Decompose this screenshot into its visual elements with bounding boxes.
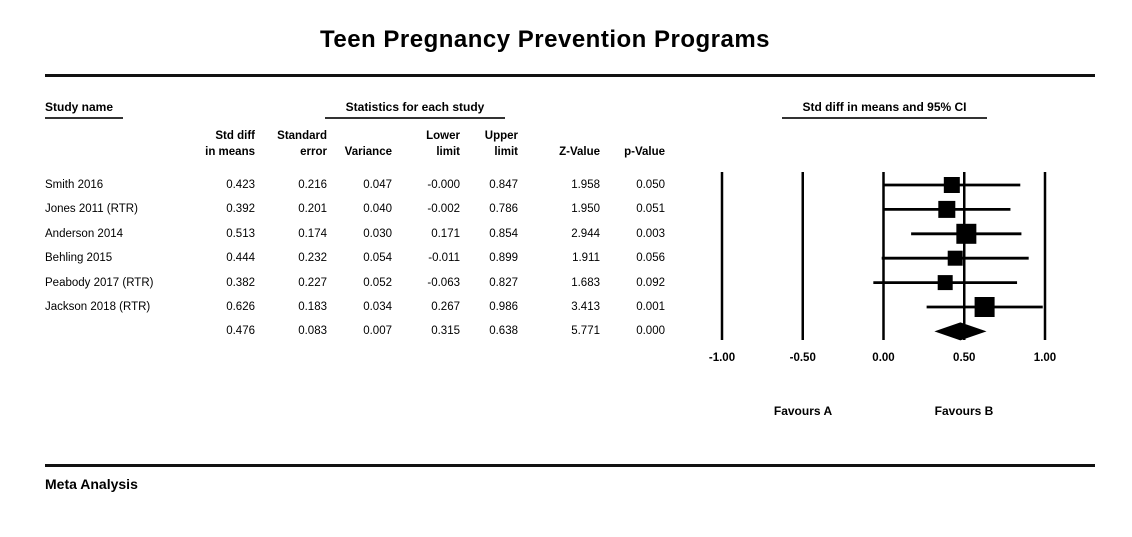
study-name: Jackson 2018 (RTR) (45, 301, 151, 313)
stat-value: 0.183 (298, 301, 327, 313)
stat-value: 0.986 (489, 301, 518, 313)
stat-value: 0.056 (636, 252, 665, 265)
stat-value: -0.000 (427, 179, 460, 191)
stat-value: 0.854 (489, 227, 518, 240)
stat-value: 0.786 (489, 203, 518, 216)
stat-value: 0.476 (226, 325, 255, 338)
stat-value: -0.011 (428, 252, 460, 265)
stat-value: 0.201 (298, 203, 327, 216)
axis-tick-label: 0.00 (872, 352, 895, 364)
stat-value: 0.054 (363, 252, 392, 265)
stat-value: 1.911 (572, 252, 600, 265)
point-estimate-square (938, 200, 956, 218)
study-name: Behling 2015 (45, 252, 113, 265)
study-name: Jones 2011 (RTR) (45, 203, 138, 216)
column-header: Lower limit (426, 130, 460, 158)
page-title: Teen Pregnancy Prevention Programs (319, 26, 771, 53)
point-estimate-square (937, 275, 953, 291)
stat-value: 0.050 (636, 179, 665, 191)
column-header: Standard error (277, 130, 327, 158)
stat-value: 0.007 (363, 325, 392, 338)
stat-value: 0.638 (489, 325, 518, 338)
stat-value: 0.000 (636, 325, 665, 338)
stat-value: -0.063 (427, 276, 460, 289)
top-divider (45, 74, 1095, 77)
column-header: Z-Value (559, 146, 600, 158)
study-name: Anderson 2014 (45, 227, 124, 240)
stat-value: 0.899 (489, 252, 518, 265)
stat-value: 0.626 (226, 301, 255, 313)
point-estimate-square (974, 297, 995, 317)
bottom-divider (45, 464, 1095, 467)
stat-value: 0.444 (226, 252, 255, 265)
stat-value: 0.051 (636, 203, 665, 216)
column-header: p-Value (624, 146, 665, 158)
stat-value: 0.040 (363, 203, 392, 216)
stat-value: 3.413 (571, 301, 600, 313)
stat-value: 5.771 (571, 325, 600, 338)
stat-value: 0.513 (226, 227, 255, 240)
study-name-section-header: Study name (45, 101, 123, 119)
stat-value: 0.174 (298, 227, 327, 240)
stat-value: 0.382 (226, 276, 255, 289)
stat-value: 0.047 (363, 179, 392, 191)
favours-a-label: Favours A (773, 404, 833, 418)
stat-value: 0.034 (363, 301, 392, 313)
stat-value: 0.030 (363, 227, 392, 240)
point-estimate-square (956, 223, 977, 244)
study-name: Peabody 2017 (RTR) (45, 276, 154, 289)
meta-analysis-label: Meta Analysis (45, 476, 138, 492)
stat-value: 0.392 (226, 203, 255, 216)
stat-value: 0.847 (489, 179, 518, 191)
stat-value: 0.092 (636, 276, 665, 289)
statistics-section-header: Statistics for each study (325, 101, 505, 119)
stat-value: -0.002 (427, 203, 460, 216)
stat-value: 0.267 (431, 301, 460, 313)
stat-value: 1.950 (571, 203, 600, 216)
stat-value: 0.227 (298, 276, 327, 289)
study-name: Smith 2016 (45, 179, 104, 191)
axis-tick-label: -0.50 (789, 352, 816, 364)
column-header: Variance (344, 146, 392, 158)
stat-value: 0.001 (636, 301, 665, 313)
stat-value: 0.315 (431, 325, 460, 338)
axis-tick-label: 1.00 (1033, 352, 1057, 364)
stat-value: 0.232 (298, 252, 327, 265)
favours-b-label: Favours B (934, 404, 994, 418)
axis-tick-label: 0.50 (953, 352, 976, 364)
stat-value: 1.683 (571, 276, 600, 289)
stat-value: 0.052 (363, 276, 392, 289)
summary-diamond (934, 322, 987, 341)
column-header: Std diff in means (205, 130, 255, 158)
stat-value: 0.827 (489, 276, 518, 289)
axis-tick-label: -1.00 (708, 352, 736, 364)
forest-plot (720, 172, 1047, 341)
column-header: Upper limit (484, 130, 518, 158)
stat-value: 2.944 (571, 227, 600, 240)
stat-value: 0.423 (226, 179, 255, 191)
stat-value: 0.216 (298, 179, 327, 191)
stat-value: 0.083 (298, 325, 327, 338)
plot-section-header: Std diff in means and 95% CI (782, 101, 987, 119)
stat-value: 0.003 (636, 227, 665, 240)
point-estimate-square (943, 177, 960, 193)
stat-value: 0.171 (431, 227, 460, 240)
stat-value: 1.958 (571, 179, 600, 191)
point-estimate-square (947, 250, 963, 266)
